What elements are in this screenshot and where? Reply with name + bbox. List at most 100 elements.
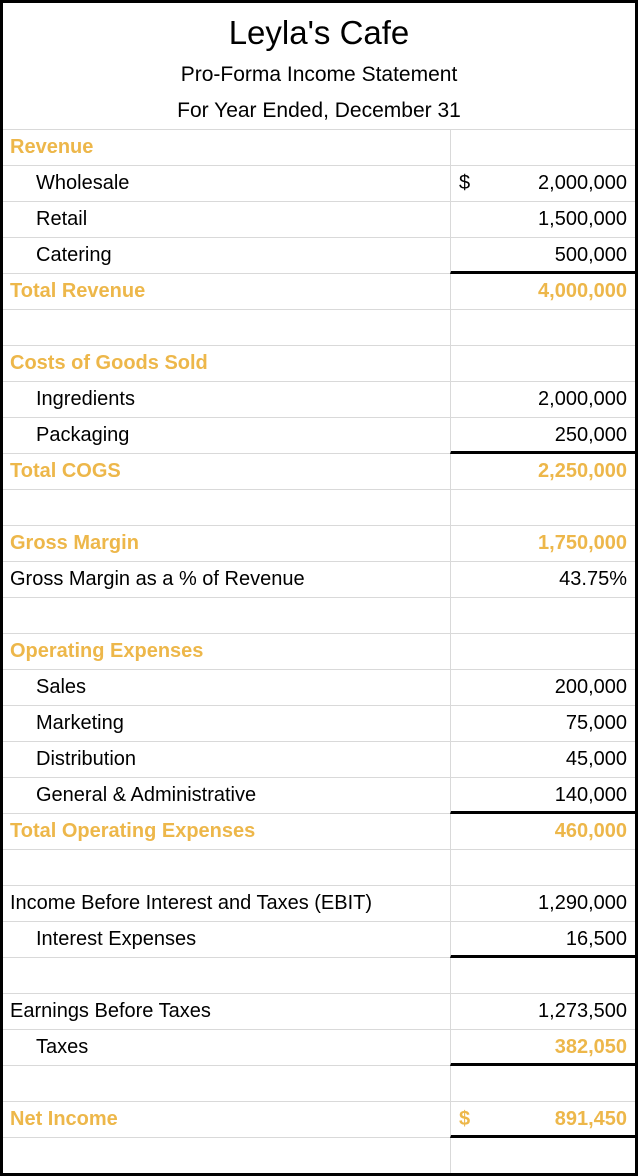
value-cell xyxy=(450,346,635,382)
value-cell xyxy=(450,490,635,526)
row-label: Costs of Goods Sold xyxy=(3,346,450,382)
row-label: Net Income xyxy=(3,1102,450,1138)
value-cell xyxy=(450,1138,635,1173)
value-cell: 500,000 xyxy=(450,238,635,274)
value-cell: 200,000 xyxy=(450,670,635,706)
row-net-income: Net Income $891,450 xyxy=(3,1102,635,1138)
amount: 2,000,000 xyxy=(538,388,627,410)
row-spacer xyxy=(3,958,635,994)
amount: 1,500,000 xyxy=(538,208,627,230)
row-label xyxy=(3,958,450,994)
amount: 4,000,000 xyxy=(538,280,627,302)
row-gross-margin-percent: Gross Margin as a % of Revenue 43.75% xyxy=(3,562,635,598)
row-label: Earnings Before Taxes xyxy=(3,994,450,1030)
value-cell: 2,000,000 xyxy=(450,382,635,418)
currency-symbol: $ xyxy=(459,172,471,194)
row-label xyxy=(3,490,450,526)
value-cell: 1,500,000 xyxy=(450,202,635,238)
value-cell: 1,750,000 xyxy=(450,526,635,562)
row-label: Taxes xyxy=(3,1030,450,1066)
row-wholesale: Wholesale $2,000,000 xyxy=(3,166,635,202)
row-operating-expenses-header: Operating Expenses xyxy=(3,634,635,670)
amount: 45,000 xyxy=(565,748,627,770)
value-cell xyxy=(450,598,635,634)
row-sales: Sales 200,000 xyxy=(3,670,635,706)
value-cell xyxy=(450,1066,635,1102)
value-cell: 45,000 xyxy=(450,742,635,778)
row-label: Packaging xyxy=(3,418,450,454)
row-revenue-header: Revenue xyxy=(3,130,635,166)
row-label: General & Administrative xyxy=(3,778,450,814)
row-ingredients: Ingredients 2,000,000 xyxy=(3,382,635,418)
value-cell: $891,450 xyxy=(450,1102,635,1138)
value-cell: 250,000 xyxy=(450,418,635,454)
period-title: For Year Ended, December 31 xyxy=(177,99,461,122)
value-cell: 43.75% xyxy=(450,562,635,598)
row-label xyxy=(3,1066,450,1102)
row-label: Sales xyxy=(3,670,450,706)
value-cell: 1,290,000 xyxy=(450,886,635,922)
row-total-cogs: Total COGS 2,250,000 xyxy=(3,454,635,490)
amount: 500,000 xyxy=(554,244,627,266)
amount: 1,273,500 xyxy=(538,1000,627,1022)
row-interest-expenses: Interest Expenses 16,500 xyxy=(3,922,635,958)
amount: 2,000,000 xyxy=(538,172,627,194)
row-label xyxy=(3,850,450,886)
value-cell xyxy=(450,130,635,166)
row-label: Operating Expenses xyxy=(3,634,450,670)
row-spacer xyxy=(3,490,635,526)
row-spacer xyxy=(3,1066,635,1102)
row-label: Marketing xyxy=(3,706,450,742)
row-label: Total Operating Expenses xyxy=(3,814,450,850)
amount: 460,000 xyxy=(554,820,627,842)
row-marketing: Marketing 75,000 xyxy=(3,706,635,742)
row-distribution: Distribution 45,000 xyxy=(3,742,635,778)
row-label: Ingredients xyxy=(3,382,450,418)
row-label: Total COGS xyxy=(3,454,450,490)
row-label: Income Before Interest and Taxes (EBIT) xyxy=(3,886,450,922)
value-cell xyxy=(450,958,635,994)
row-packaging: Packaging 250,000 xyxy=(3,418,635,454)
amount: 200,000 xyxy=(554,676,627,698)
value-cell: 4,000,000 xyxy=(450,274,635,310)
row-catering: Catering 500,000 xyxy=(3,238,635,274)
company-title: Leyla's Cafe xyxy=(228,14,410,51)
row-label: Catering xyxy=(3,238,450,274)
row-label xyxy=(3,310,450,346)
amount: 891,450 xyxy=(554,1108,627,1130)
row-retail: Retail 1,500,000 xyxy=(3,202,635,238)
row-label: Wholesale xyxy=(3,166,450,202)
row-spacer xyxy=(3,1138,635,1173)
row-label: Gross Margin xyxy=(3,526,450,562)
amount: 140,000 xyxy=(554,784,627,806)
value-cell: 2,250,000 xyxy=(450,454,635,490)
row-gross-margin: Gross Margin 1,750,000 xyxy=(3,526,635,562)
amount: 43.75% xyxy=(559,568,627,590)
amount: 16,500 xyxy=(565,928,627,950)
row-total-revenue: Total Revenue 4,000,000 xyxy=(3,274,635,310)
row-spacer xyxy=(3,310,635,346)
value-cell: 16,500 xyxy=(450,922,635,958)
amount: 1,290,000 xyxy=(538,892,627,914)
value-cell xyxy=(450,310,635,346)
row-earnings-before-taxes: Earnings Before Taxes 1,273,500 xyxy=(3,994,635,1030)
value-cell: 75,000 xyxy=(450,706,635,742)
value-cell: 382,050 xyxy=(450,1030,635,1066)
row-general-administrative: General & Administrative 140,000 xyxy=(3,778,635,814)
row-spacer xyxy=(3,598,635,634)
row-label: Interest Expenses xyxy=(3,922,450,958)
amount: 75,000 xyxy=(565,712,627,734)
value-cell: 460,000 xyxy=(450,814,635,850)
row-ebit: Income Before Interest and Taxes (EBIT) … xyxy=(3,886,635,922)
row-taxes: Taxes 382,050 xyxy=(3,1030,635,1066)
row-label xyxy=(3,598,450,634)
row-label: Distribution xyxy=(3,742,450,778)
row-label xyxy=(3,1138,450,1173)
currency-symbol: $ xyxy=(459,1108,471,1130)
row-total-operating-expenses: Total Operating Expenses 460,000 xyxy=(3,814,635,850)
amount: 250,000 xyxy=(554,424,627,446)
value-cell: $2,000,000 xyxy=(450,166,635,202)
row-label: Retail xyxy=(3,202,450,238)
value-cell xyxy=(450,634,635,670)
statement-title: Pro-Forma Income Statement xyxy=(180,63,458,86)
